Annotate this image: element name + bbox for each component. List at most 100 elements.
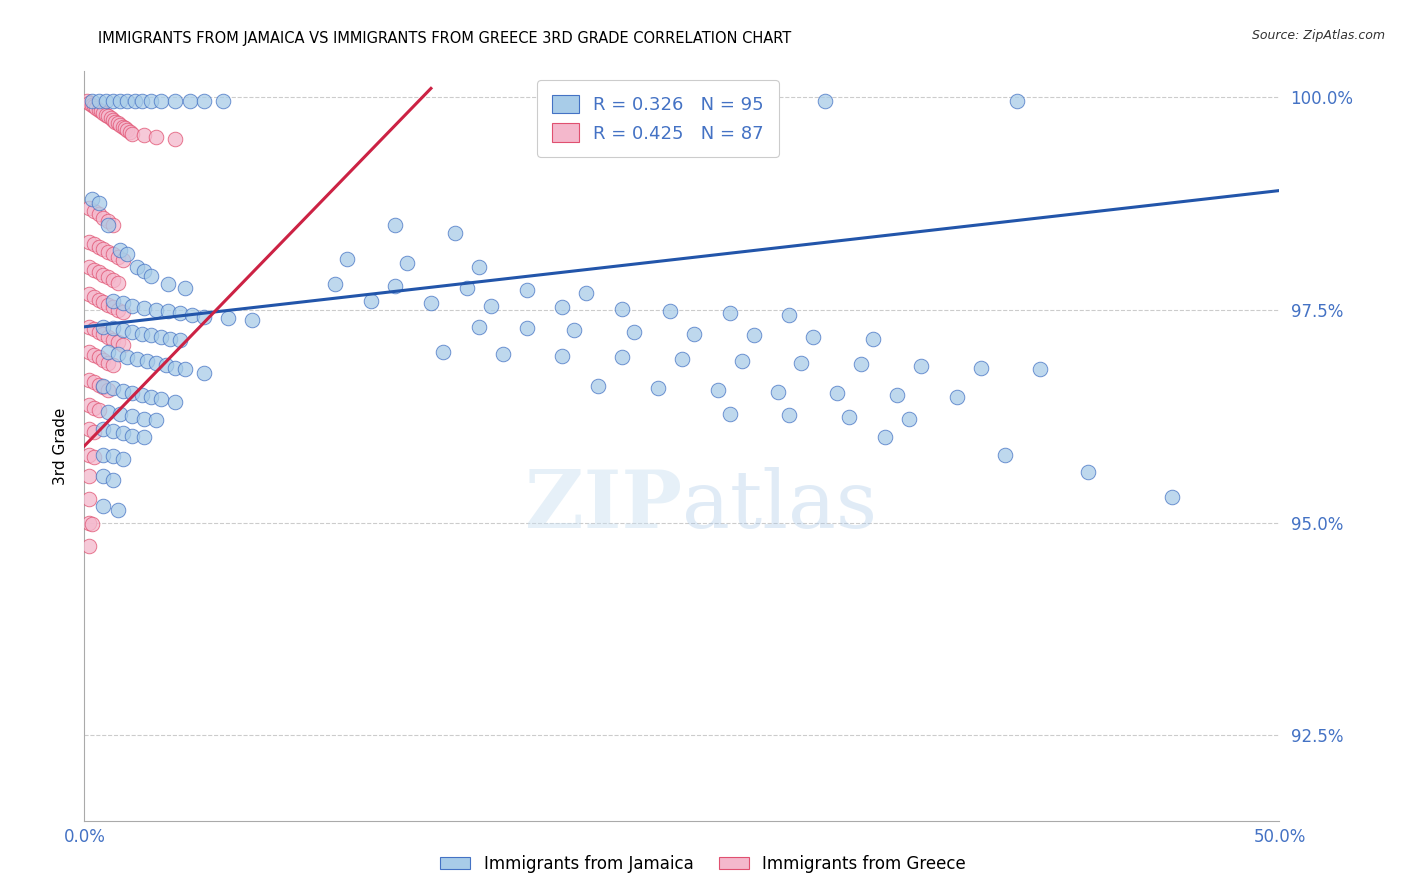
Point	[169, 334, 191, 348]
Point	[87, 351, 110, 365]
Point	[779, 308, 801, 322]
Point	[83, 290, 105, 304]
Point	[87, 196, 110, 211]
Point	[420, 296, 443, 310]
Point	[647, 381, 669, 395]
Point	[588, 379, 610, 393]
Point	[141, 268, 163, 283]
Point	[83, 99, 105, 113]
Point	[851, 357, 873, 371]
Point	[107, 302, 129, 317]
Point	[87, 377, 110, 392]
Point	[87, 325, 110, 339]
Point	[165, 394, 187, 409]
Point	[83, 204, 105, 219]
Point	[83, 450, 105, 464]
Point	[77, 422, 100, 436]
Point	[101, 358, 124, 372]
Point	[994, 448, 1017, 462]
Point	[97, 405, 120, 419]
Point	[145, 413, 167, 427]
Point	[97, 218, 120, 232]
Point	[456, 281, 478, 295]
Point	[87, 207, 110, 221]
Point	[93, 106, 115, 120]
Point	[83, 425, 105, 439]
Point	[444, 226, 467, 240]
Point	[93, 211, 115, 225]
Point	[80, 97, 103, 112]
Point	[93, 327, 115, 342]
Point	[97, 330, 120, 344]
Point	[93, 295, 115, 310]
Point	[97, 270, 120, 285]
Point	[970, 360, 993, 375]
Point	[121, 325, 143, 339]
Point	[360, 294, 382, 309]
Point	[111, 451, 134, 466]
Point	[165, 360, 187, 375]
Point	[77, 235, 100, 249]
Point	[111, 426, 134, 441]
Point	[83, 348, 105, 362]
Point	[132, 430, 156, 444]
Point	[104, 114, 127, 128]
Point	[790, 355, 813, 369]
Point	[101, 273, 124, 287]
Point	[157, 304, 180, 318]
Point	[141, 94, 163, 108]
Legend: Immigrants from Jamaica, Immigrants from Greece: Immigrants from Jamaica, Immigrants from…	[433, 848, 973, 880]
Text: Source: ZipAtlas.com: Source: ZipAtlas.com	[1251, 29, 1385, 42]
Point	[217, 311, 239, 326]
Point	[575, 285, 598, 300]
Point	[155, 358, 177, 372]
Point	[101, 294, 124, 309]
Point	[101, 321, 124, 335]
Point	[141, 328, 163, 343]
Point	[1161, 490, 1184, 504]
Point	[87, 240, 110, 254]
Point	[165, 131, 187, 145]
Point	[718, 306, 741, 320]
Point	[101, 112, 124, 127]
Point	[121, 386, 143, 401]
Point	[87, 94, 110, 108]
Point	[101, 333, 124, 347]
Point	[93, 448, 115, 462]
Point	[111, 323, 134, 337]
Point	[193, 310, 215, 324]
Point	[101, 424, 124, 438]
Point	[1005, 94, 1028, 108]
Point	[111, 296, 134, 310]
Point	[125, 260, 148, 275]
Point	[131, 94, 153, 108]
Point	[107, 503, 129, 517]
Point	[87, 403, 110, 417]
Point	[93, 379, 115, 393]
Point	[114, 121, 136, 136]
Point	[77, 260, 100, 275]
Point	[77, 373, 100, 387]
Point	[551, 349, 574, 363]
Point	[101, 218, 124, 232]
Point	[707, 383, 730, 397]
Point	[173, 362, 195, 376]
Point	[875, 430, 897, 444]
Point	[110, 94, 132, 108]
Point	[468, 319, 491, 334]
Point	[212, 94, 235, 108]
Point	[1029, 362, 1052, 376]
Point	[101, 381, 124, 395]
Y-axis label: 3rd Grade: 3rd Grade	[53, 408, 69, 484]
Point	[731, 354, 754, 368]
Point	[165, 94, 187, 108]
Point	[90, 104, 112, 119]
Point	[83, 237, 105, 252]
Point	[93, 380, 115, 394]
Point	[125, 352, 148, 367]
Point	[77, 201, 100, 215]
Point	[117, 94, 139, 108]
Point	[83, 322, 105, 336]
Point	[107, 116, 129, 130]
Point	[101, 247, 124, 261]
